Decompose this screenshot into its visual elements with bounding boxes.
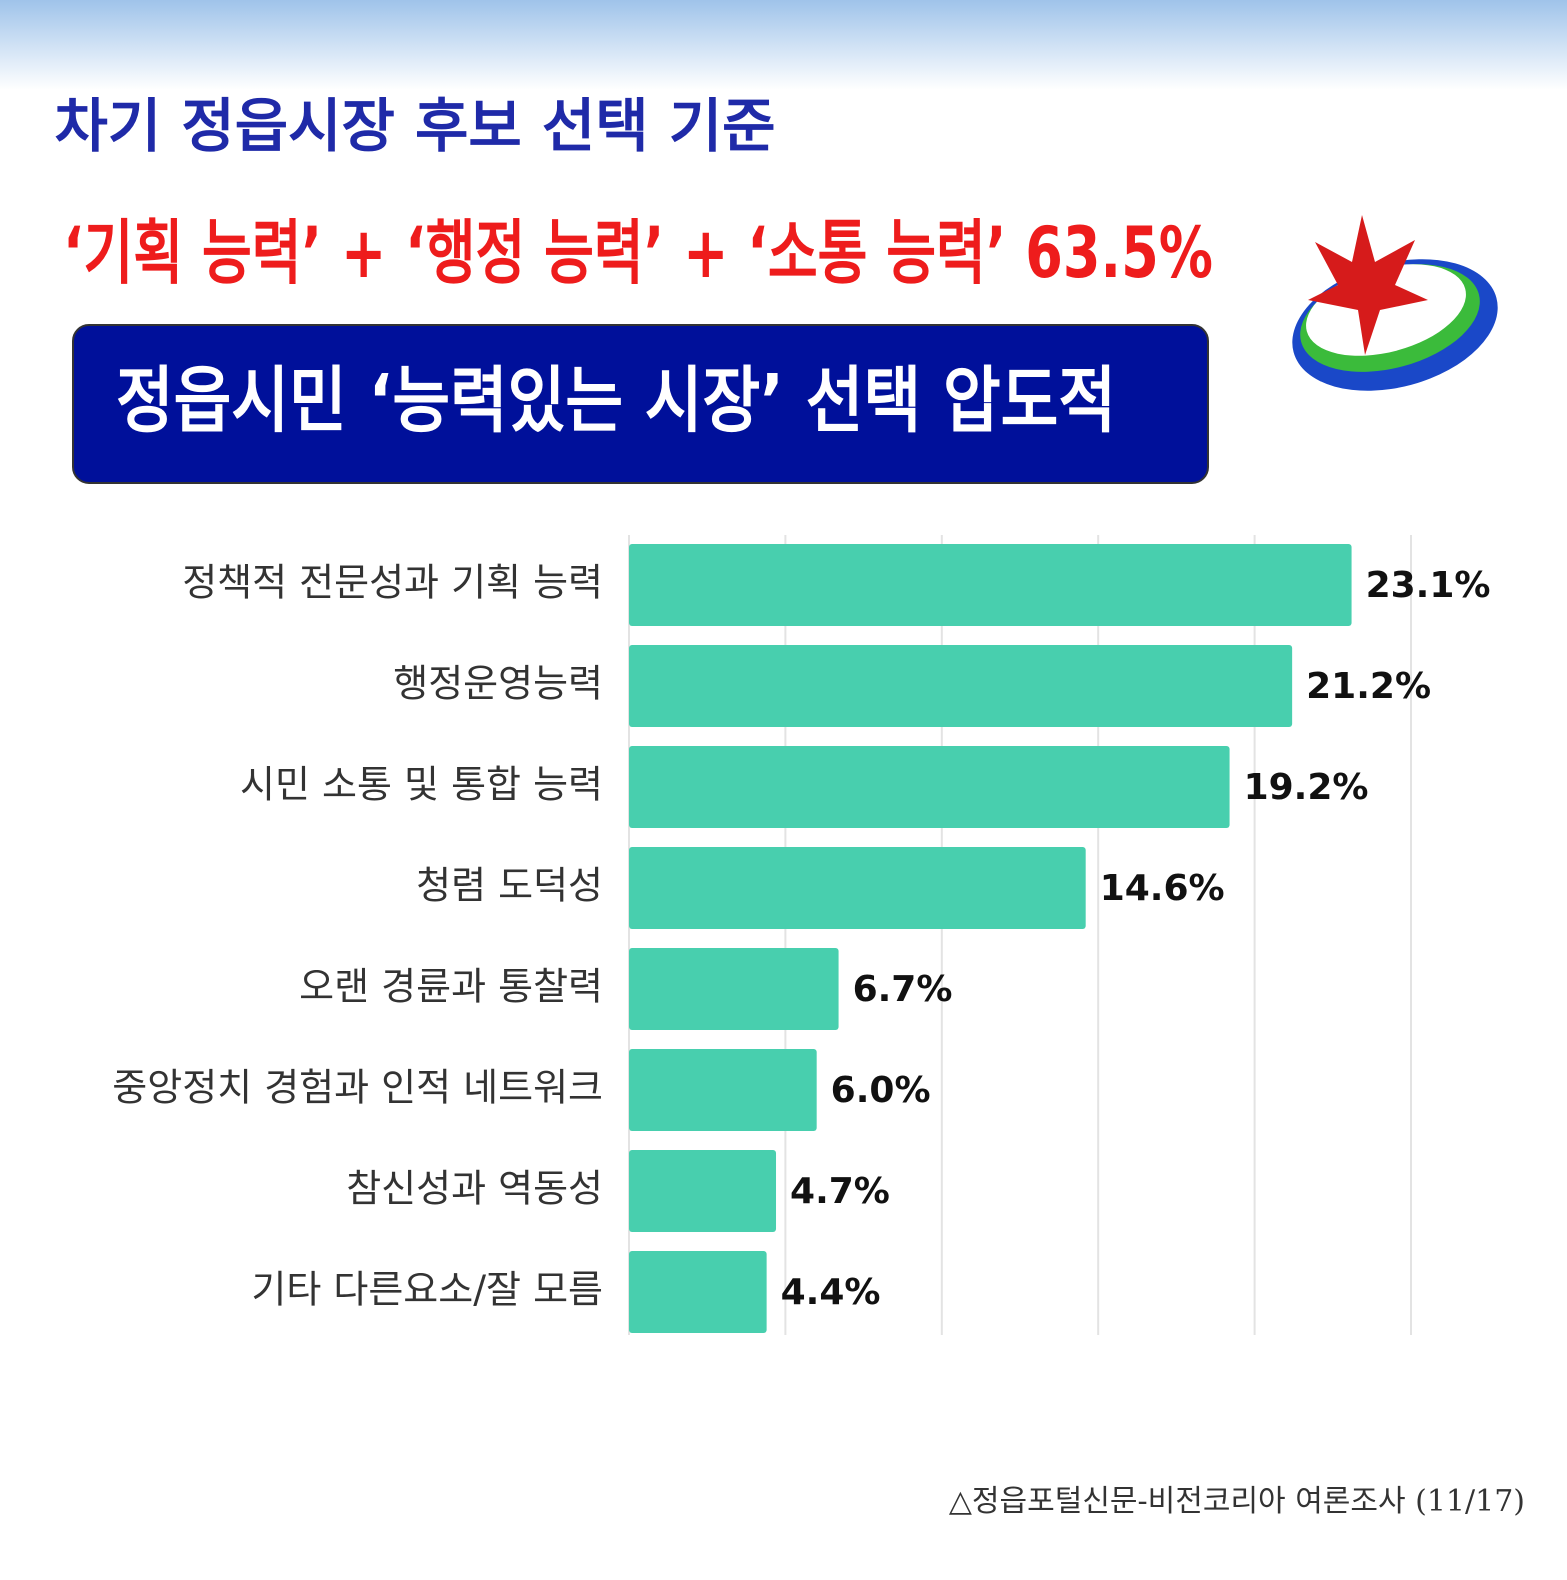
value-label: 21.2% <box>1306 666 1431 707</box>
y-tick-label: 기타 다른요소/잘 모름 <box>251 1268 603 1312</box>
value-label: 4.7% <box>790 1171 890 1212</box>
y-tick-label: 청렴 도덕성 <box>416 864 603 908</box>
bar <box>629 948 839 1030</box>
value-label: 6.0% <box>831 1070 931 1111</box>
bar <box>629 847 1086 929</box>
y-tick-label: 시민 소통 및 통합 능력 <box>240 763 603 807</box>
value-label: 23.1% <box>1366 565 1491 606</box>
bar <box>629 645 1293 727</box>
value-label: 6.7% <box>853 969 953 1010</box>
y-tick-label: 정책적 전문성과 기획 능력 <box>182 561 603 605</box>
value-label: 4.4% <box>781 1272 881 1313</box>
banner-box <box>72 324 1209 484</box>
bar <box>629 746 1230 828</box>
bar <box>629 1150 777 1232</box>
value-label: 14.6% <box>1100 868 1225 909</box>
y-tick-label: 오랜 경륜과 통찰력 <box>299 965 603 1009</box>
y-tick-label: 중앙정치 경험과 인적 네트워크 <box>112 1066 603 1110</box>
logo <box>1292 215 1498 391</box>
banner: 정읍시민 ‘능력있는 시장’ 선택 압도적 <box>116 359 1116 443</box>
title: 차기 정읍시장 후보 선택 기준 <box>54 92 775 160</box>
y-tick-label: 행정운영능력 <box>393 662 603 706</box>
bar <box>629 1049 817 1131</box>
bar <box>629 544 1352 626</box>
y-tick-label: 참신성과 역동성 <box>346 1167 603 1211</box>
source: △정읍포털신문-비전코리아 여론조사 (11/17) <box>949 1484 1525 1519</box>
subtitle: ‘기획 능력’ + ‘행정 능력’ + ‘소통 능력’ 63.5% <box>63 212 1213 294</box>
bar <box>629 1251 767 1333</box>
value-label: 19.2% <box>1244 767 1369 808</box>
header-gradient <box>0 0 1567 90</box>
